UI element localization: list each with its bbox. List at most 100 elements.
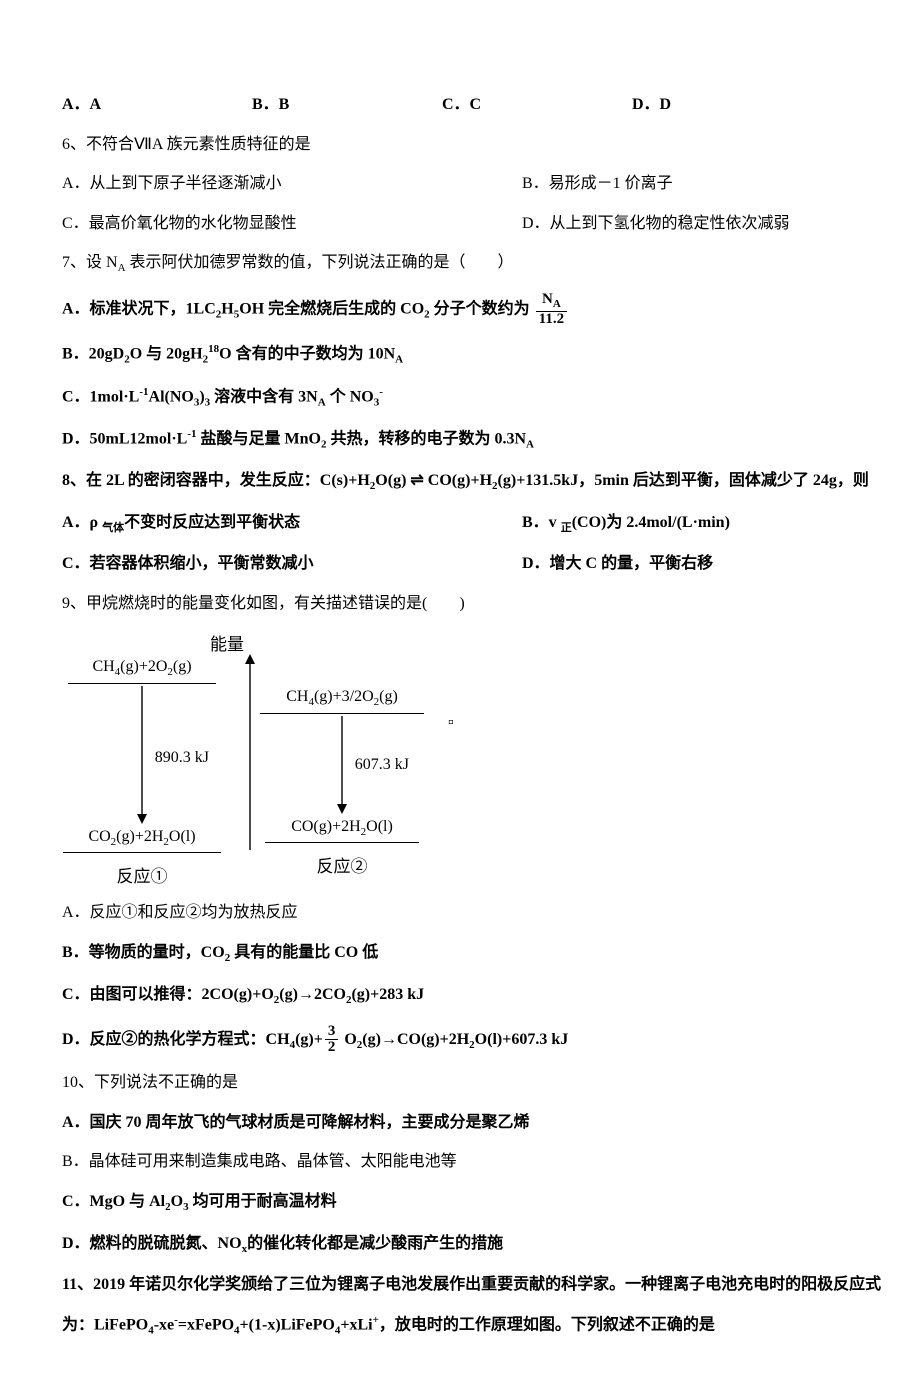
- q7-opt-b: B．20gD2O 与 20gH218O 含有的中子数均为 10NA: [62, 341, 920, 369]
- q7-opt-a: A．标准状况下，1LC2H5OH 完全燃烧后生成的 CO2 分子个数约为 NA1…: [62, 292, 920, 327]
- q10d-pre: D．燃料的脱硫脱氮、NO: [62, 1235, 242, 1252]
- q10-stem: 10、下列说法不正确的是: [62, 1070, 920, 1096]
- q9-opt-d: D．反应②的热化学方程式：CH4(g)+32 O2(g)→CO(g)+2H2O(…: [62, 1024, 920, 1057]
- q11-l2-mid1: -xe: [154, 1316, 174, 1333]
- q5-opt-c: C．C: [442, 92, 632, 118]
- q10c-mid: O: [171, 1193, 183, 1210]
- q11-l2-mid3: +(1-x)LiFePO: [240, 1316, 335, 1333]
- q10d-post: 的催化转化都是减少酸雨产生的措施: [247, 1235, 503, 1252]
- q7-stem-post: 表示阿伏加德罗常数的值，下列说法正确的是（ ）: [126, 254, 514, 271]
- q9-opt-a: A．反应①和反应②均为放热反应: [62, 900, 920, 926]
- q8-opt-a: A．ρ 气体不变时反应达到平衡状态: [62, 510, 522, 538]
- q6-row2: C．最高价氧化物的水化物显酸性 D．从上到下氢化物的稳定性依次减弱: [62, 211, 920, 237]
- q7-opt-c: C．1mol·L-1Al(NO3)3 溶液中含有 3NA 个 NO3-: [62, 384, 920, 412]
- r2-energy-label: 607.3 kJ: [355, 752, 409, 778]
- q7c-mid2: 溶液中含有 3N: [210, 388, 318, 405]
- q8a-sub: 气体: [102, 522, 124, 534]
- r2-bottom-level: CO(g)+2H2O(l): [265, 814, 419, 844]
- q9d-mid2: O: [340, 1031, 356, 1048]
- q7-opt-d: D．50mL12mol·L-1 盐酸与足量 MnO2 共热，转移的电子数为 0.…: [62, 426, 920, 454]
- reaction-1-panel: CH4(g)+2O2(g) 890.3 kJ CO2(g)+2H2O(l) 反应…: [62, 654, 222, 891]
- q9-opt-b: B．等物质的量时，CO2 具有的能量比 CO 低: [62, 940, 920, 968]
- q7c-post: 个 NO: [326, 388, 374, 405]
- q9b-pre: B．等物质的量时，CO: [62, 944, 225, 961]
- q10-opt-d: D．燃料的脱硫脱氮、NOx的催化转化都是减少酸雨产生的措施: [62, 1231, 920, 1259]
- q8-opt-d: D．增大 C 的量，平衡右移: [522, 551, 920, 577]
- arrow-down-icon: [134, 684, 150, 824]
- q7a-frac-num-sub: A: [553, 298, 561, 310]
- q9c-post: (g)+283 kJ: [351, 986, 424, 1003]
- q8a-pre: A．ρ: [62, 514, 102, 531]
- q7b-pre: B．20gD: [62, 346, 124, 363]
- q8-stem: 8、在 2L 的密闭容器中，发生反应：C(s)+H2O(g) ⇌ CO(g)+H…: [62, 468, 920, 496]
- q6-opt-c: C．最高价氧化物的水化物显酸性: [62, 211, 522, 237]
- q11-stem-line1: 11、2019 年诺贝尔化学奖颁给了三位为锂离子电池发展作出重要贡献的科学家。一…: [62, 1272, 920, 1298]
- arrow-down-icon: [334, 714, 350, 814]
- q8b-post: (CO)为 2.4mol/(L·min): [572, 514, 730, 531]
- q9d-pre: D．反应②的热化学方程式：CH: [62, 1031, 290, 1048]
- q8-stem-mid: O(g) ⇌ CO(g)+H: [375, 472, 492, 489]
- r1-energy-label: 890.3 kJ: [155, 745, 209, 771]
- q10-opt-b: B．晶体硅可用来制造集成电路、晶体管、太阳能电池等: [62, 1149, 920, 1175]
- arrow-up-icon: [242, 654, 258, 850]
- figure-dot: ▫: [448, 710, 454, 736]
- q8b-pre: B．v: [522, 514, 561, 531]
- r2-arrow: 607.3 kJ: [262, 714, 422, 814]
- q9d-frac-den: 2: [325, 1040, 339, 1056]
- q5-options: A．A B．B C．C D．D: [62, 92, 920, 118]
- q6-row1: A．从上到下原子半径逐渐减小 B．易形成－1 价离子: [62, 171, 920, 197]
- q6-opt-b: B．易形成－1 价离子: [522, 171, 920, 197]
- q9b-post: 具有的能量比 CO 低: [230, 944, 378, 961]
- q8-opt-c: C．若容器体积缩小，平衡常数减小: [62, 551, 522, 577]
- q5-opt-a: A．A: [62, 92, 252, 118]
- q8b-sub: 正: [561, 522, 572, 534]
- q9d-post: O(l)+607.3 kJ: [475, 1031, 569, 1048]
- q7a-pre: A．标准状况下，1LC: [62, 300, 216, 317]
- r2-top-level: CH4(g)+3/2O2(g): [260, 684, 424, 714]
- q6-opt-d: D．从上到下氢化物的稳定性依次减弱: [522, 211, 920, 237]
- q10-opt-a: A．国庆 70 周年放飞的气球材质是可降解材料，主要成分是聚乙烯: [62, 1110, 920, 1136]
- q10-opt-c: C．MgO 与 Al2O3 均可用于耐高温材料: [62, 1189, 920, 1217]
- q8-stem-pre: 8、在 2L 的密闭容器中，发生反应：C(s)+H: [62, 472, 370, 489]
- q7d-post: 共热，转移的电子数为 0.3N: [326, 430, 526, 447]
- q9d-frac-num: 3: [325, 1024, 339, 1041]
- q7c-mid: Al(NO: [149, 388, 194, 405]
- q8-row1: A．ρ 气体不变时反应达到平衡状态 B．v 正(CO)为 2.4mol/(L·m…: [62, 510, 920, 538]
- r1-arrow: 890.3 kJ: [62, 684, 222, 824]
- q11-l2-pre: 为：LiFePO: [62, 1316, 148, 1333]
- q7b-mid1: O 与 20gH: [130, 346, 203, 363]
- q8a-post: 不变时反应达到平衡状态: [124, 514, 300, 531]
- q11-l2-mid2: =xFePO: [178, 1316, 234, 1333]
- reaction-2-wrap: CH4(g)+3/2O2(g) 607.3 kJ CO(g)+2H2O(l) 反…: [262, 654, 454, 881]
- q5-opt-d: D．D: [632, 92, 822, 118]
- q9-opt-c: C．由图可以推得：2CO(g)+O2(g)→2CO2(g)+283 kJ: [62, 982, 920, 1010]
- q7-stem-sub: A: [118, 263, 126, 275]
- reaction-2-panel: CH4(g)+3/2O2(g) 607.3 kJ CO(g)+2H2O(l) 反…: [262, 684, 422, 881]
- r1-bottom-level: CO2(g)+2H2O(l): [63, 824, 221, 854]
- q7a-fraction: NA 11.2: [536, 292, 567, 327]
- q7a-post: 分子个数约为: [430, 300, 534, 317]
- q10c-pre: C．MgO 与 Al: [62, 1193, 165, 1210]
- q8-opt-b: B．v 正(CO)为 2.4mol/(L·min): [522, 510, 920, 538]
- q7c-pre: C．1mol·L: [62, 388, 139, 405]
- q6-stem: 6、不符合ⅦA 族元素性质特征的是: [62, 132, 920, 158]
- q10c-post: 均可用于耐高温材料: [189, 1193, 337, 1210]
- q9c-pre: C．由图可以推得：2CO(g)+O: [62, 986, 274, 1003]
- q9c-mid: (g)→2CO: [279, 986, 346, 1003]
- q11-l2-mid4: +xLi: [340, 1316, 372, 1333]
- q7-stem-pre: 7、设 N: [62, 254, 118, 271]
- q9d-mid3: (g)→CO(g)+2H: [362, 1031, 469, 1048]
- q7a-frac-den: 11.2: [536, 312, 567, 328]
- q8-row2: C．若容器体积缩小，平衡常数减小 D．增大 C 的量，平衡右移: [62, 551, 920, 577]
- q7b-mid2: O 含有的中子数均为 10N: [219, 346, 395, 363]
- q8-stem-post: (g)+131.5kJ，5min 后达到平衡，固体减少了 24g，则: [498, 472, 869, 489]
- q7d-pre: D．50mL12mol·L: [62, 430, 187, 447]
- r1-top-level: CH4(g)+2O2(g): [68, 654, 216, 684]
- q7-stem: 7、设 NA 表示阿伏加德罗常数的值，下列说法正确的是（ ）: [62, 250, 920, 278]
- q7d-mid: 盐酸与足量 MnO: [197, 430, 321, 447]
- r1-caption: 反应①: [117, 863, 168, 890]
- q9-figure: 能量 CH4(g)+2O2(g) 890.3 kJ CO2(g)+2H2O(l)…: [62, 631, 920, 891]
- q7a-mid: OH 完全燃烧后生成的 CO: [239, 300, 424, 317]
- q7a-frac-num: N: [542, 291, 553, 307]
- q6-opt-a: A．从上到下原子半径逐渐减小: [62, 171, 522, 197]
